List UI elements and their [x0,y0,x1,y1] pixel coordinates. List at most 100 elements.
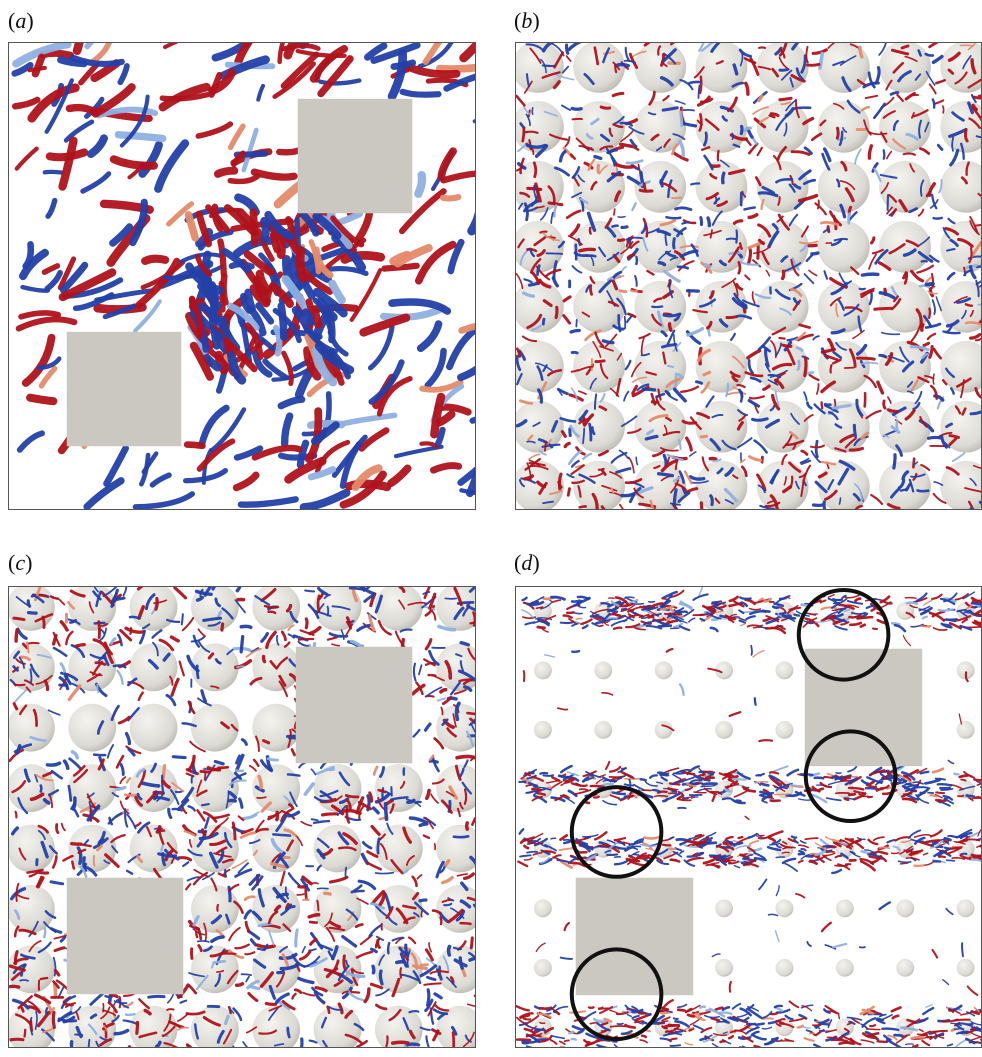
panel-label-c: (c) [8,550,33,575]
vortex-structures [9,587,475,1047]
panel-a-vortex-field [8,42,476,510]
sphere-element [374,945,423,994]
sphere-element [190,884,239,933]
sphere-element [634,460,687,509]
sphere-element [775,661,794,680]
sphere-element [533,958,552,977]
sphere-element [516,340,564,393]
panel-d-vortex-field [515,586,982,1048]
annotation-circle [569,947,664,1042]
sphere-element [775,899,794,918]
sphere-element [516,220,564,273]
vortex-structures [184,193,367,387]
sphere-element [940,43,981,93]
sphere-element [252,1005,301,1047]
annotation-circle [796,587,891,682]
sphere-element [896,899,915,918]
sphere-element [190,703,239,752]
sphere-element [896,601,915,620]
sphere-element [573,400,625,453]
sphere-element [190,643,239,692]
sphere-element [817,220,870,273]
panel-b-vortex-field [515,42,982,510]
sphere-element [516,160,564,213]
sphere-element [573,43,625,93]
sphere-element [940,460,981,509]
sphere-element [436,587,475,631]
sphere-element [879,220,931,273]
sphere-element [956,958,975,977]
sphere-element [695,100,748,153]
square-block [297,98,413,214]
sphere-element [573,100,625,153]
sphere-element [533,1018,552,1037]
sphere-element [654,720,673,739]
sphere-element [313,1005,362,1047]
sphere-element [940,100,981,153]
panel-label-a: (a) [8,8,34,33]
sphere-element [817,400,870,453]
square-block [66,877,184,995]
vortex-structures [518,587,981,1039]
sphere-element [129,587,178,631]
panel-label-d: (d) [514,550,540,575]
sphere-element [817,160,870,213]
sphere-element [533,661,552,680]
sphere-element [879,280,931,333]
sphere-element [436,703,475,752]
sphere-element [594,720,613,739]
square-block [66,331,182,447]
sphere-element [374,824,423,873]
sphere-element [896,958,915,977]
sphere-element [956,720,975,739]
sphere-element [775,720,794,739]
vortex-structures [516,43,981,509]
sphere-element [715,958,734,977]
sphere-element [634,400,687,453]
sphere-element [695,43,748,93]
sphere-element [756,43,809,93]
sphere-element [129,824,178,873]
sphere-element [68,703,117,752]
sphere-element [835,899,854,918]
square-block [804,648,923,767]
square-block [295,646,413,764]
sphere-element [436,764,475,812]
sphere-element [594,661,613,680]
sphere-element [573,280,625,333]
sphere-element [313,884,362,933]
sphere-element [756,460,809,509]
sphere-element [9,587,55,631]
sphere-element [756,400,809,453]
sphere-element [68,824,117,873]
sphere-element [533,899,552,918]
sphere-element [374,587,423,631]
sphere-element [715,720,734,739]
panel-label-b: (b) [514,8,540,33]
vortex-structures [517,828,981,872]
sphere-element [956,899,975,918]
sphere-element [252,587,301,631]
sphere-element [129,703,178,752]
sphere-element [817,43,870,93]
sphere-element [654,780,673,799]
sphere-element [940,280,981,333]
sphere-element [634,160,687,213]
sphere-element [129,643,178,692]
sphere-element [756,160,809,213]
sphere-element [436,945,475,994]
sphere-element [817,100,870,153]
sphere-element [634,220,687,273]
sphere-element [190,764,239,812]
sphere-element [695,400,748,453]
sphere-element [956,780,975,799]
sphere-element [9,764,55,812]
sphere-element [879,460,931,509]
sphere-element [533,720,552,739]
sphere-element [715,661,734,680]
sphere-element [940,160,981,213]
sphere-element [879,100,931,153]
sphere-element [573,340,625,393]
sphere-element [715,899,734,918]
sphere-element [654,661,673,680]
